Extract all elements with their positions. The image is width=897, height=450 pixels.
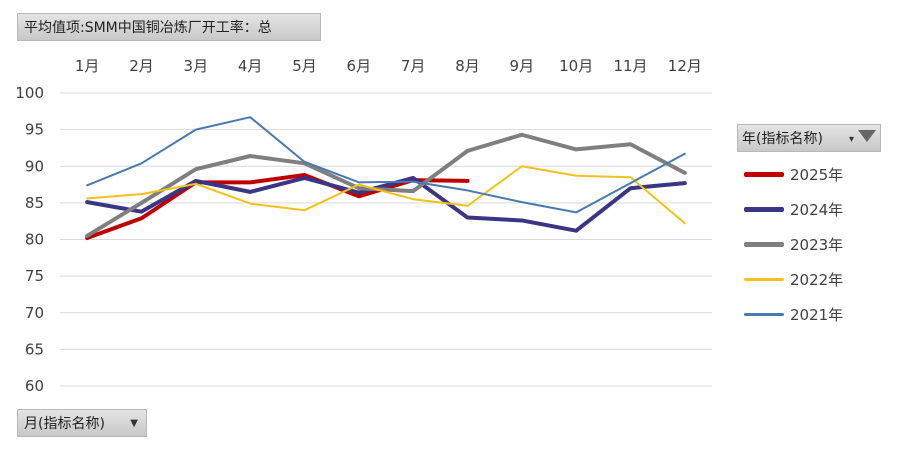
x-tick-label: 6月 xyxy=(347,57,372,75)
filter-icon xyxy=(858,130,876,142)
x-tick-label: 3月 xyxy=(184,57,209,75)
y-tick-label: 75 xyxy=(25,267,44,285)
legend-field-label: 年(指标名称) xyxy=(742,131,823,147)
series-line-3 xyxy=(86,165,686,225)
legend-swatch xyxy=(744,207,784,212)
dropdown-arrow-icon: ▾ xyxy=(848,134,854,145)
series-line-4 xyxy=(86,116,686,214)
y-tick-label: 80 xyxy=(25,231,44,249)
legend-swatch xyxy=(744,278,784,281)
x-tick-label: 2月 xyxy=(129,57,154,75)
legend-label: 2023年 xyxy=(790,236,844,254)
value-field-button[interactable]: 平均值项:SMM中国铜冶炼厂开工率：总 xyxy=(17,13,321,41)
legend-label: 2022年 xyxy=(790,271,844,289)
legend-label: 2024年 xyxy=(790,201,844,219)
x-tick-label: 7月 xyxy=(401,57,426,75)
y-tick-label: 85 xyxy=(25,194,44,212)
y-tick-label: 90 xyxy=(25,157,44,175)
x-tick-label: 12月 xyxy=(668,57,702,75)
series-line-0 xyxy=(85,173,470,241)
y-tick-label: 95 xyxy=(25,121,44,139)
x-tick-label: 1月 xyxy=(75,57,100,75)
legend-label: 2021年 xyxy=(790,306,844,324)
legend-item: 2021年 xyxy=(744,297,884,332)
legend-item: 2025年 xyxy=(744,157,884,192)
legend-swatch xyxy=(744,172,784,177)
x-tick-label: 11月 xyxy=(613,57,647,75)
legend-item: 2024年 xyxy=(744,192,884,227)
x-tick-label: 9月 xyxy=(510,57,535,75)
y-tick-label: 70 xyxy=(25,304,44,322)
legend-item: 2022年 xyxy=(744,262,884,297)
series-line-2 xyxy=(85,132,687,238)
x-tick-label: 4月 xyxy=(238,57,263,75)
legend-swatch xyxy=(744,313,784,316)
x-tick-label: 10月 xyxy=(559,57,593,75)
series-line-1 xyxy=(85,175,687,233)
legend-label: 2025年 xyxy=(790,166,844,184)
x-tick-label: 8月 xyxy=(455,57,480,75)
legend-item: 2023年 xyxy=(744,227,884,262)
y-tick-label: 100 xyxy=(15,84,44,102)
chart-legend: 2025年 2024年 2023年 2022年 2021年 xyxy=(744,157,884,332)
y-tick-label: 60 xyxy=(25,377,44,395)
chart-title: 平均值项:SMM中国铜冶炼厂开工率：总 xyxy=(24,20,272,36)
y-tick-label: 65 xyxy=(25,340,44,358)
legend-field-button[interactable]: 年(指标名称) ▾ xyxy=(737,124,881,152)
legend-swatch xyxy=(744,242,784,247)
axis-field-button[interactable]: 月(指标名称) ▼ xyxy=(17,409,147,437)
dropdown-arrow-icon: ▼ xyxy=(130,417,138,429)
x-tick-label: 5月 xyxy=(292,57,317,75)
axis-field-label: 月(指标名称) xyxy=(24,416,105,432)
